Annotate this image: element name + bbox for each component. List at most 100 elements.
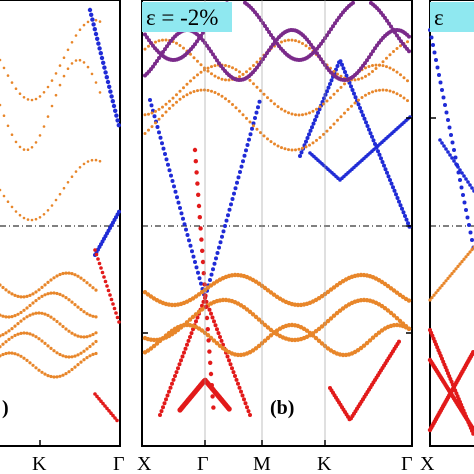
band-dot-orange xyxy=(262,134,266,138)
band-dot-orange xyxy=(259,131,262,135)
band-dot-purple xyxy=(267,48,271,53)
band-dot-red xyxy=(227,358,231,363)
band-dot-orange xyxy=(385,56,388,60)
band-dot-orange xyxy=(364,340,370,346)
band-dot-orange xyxy=(34,141,38,144)
band-dot-orange xyxy=(178,44,182,47)
band-dot-blue xyxy=(325,89,329,94)
band-dot-orange xyxy=(353,101,357,105)
band-dot-blue xyxy=(197,276,202,281)
band-dot-blue xyxy=(182,222,187,227)
band-dot-orange xyxy=(0,188,2,192)
band-dot-red xyxy=(165,393,170,398)
band-dot-red xyxy=(230,366,234,371)
band-dot-orange xyxy=(64,296,68,300)
band-dot-purple xyxy=(365,58,369,63)
band-dot-orange xyxy=(82,61,86,64)
band-dot-blue xyxy=(434,58,438,62)
band-dot-blue xyxy=(233,186,238,191)
band-dot-orange xyxy=(248,120,252,124)
band-dot-red xyxy=(194,170,199,175)
band-dot-orange xyxy=(163,333,169,338)
band-dot-orange xyxy=(161,38,164,42)
band-dot-orange xyxy=(256,343,262,349)
band-dot-orange xyxy=(392,68,395,72)
band-dot-red xyxy=(111,413,115,418)
band-dot-red xyxy=(208,371,214,377)
band-dot-blue xyxy=(385,170,389,175)
band-dot-orange xyxy=(28,332,32,336)
band-dot-orange xyxy=(37,368,41,372)
band-dot-orange xyxy=(244,307,250,312)
band-dot-purple xyxy=(309,42,313,47)
band-dot-orange xyxy=(88,344,92,349)
band-dot-blue xyxy=(468,183,472,187)
band-dot-orange xyxy=(52,349,56,353)
band-dot-orange xyxy=(339,85,343,89)
band-dot-purple xyxy=(271,35,275,40)
band-dot-orange xyxy=(290,148,294,152)
band-dot-blue xyxy=(176,200,181,205)
band-dot-red xyxy=(177,362,182,367)
band-dot-orange xyxy=(224,78,227,82)
band-dot-orange xyxy=(276,144,280,148)
band-dot-orange xyxy=(34,290,38,294)
band-dot-orange xyxy=(316,338,322,343)
band-dot-orange xyxy=(2,114,6,117)
band-dot-purple xyxy=(155,59,159,63)
band-dot-orange xyxy=(73,273,77,277)
band-dot-orange xyxy=(70,272,74,276)
band-dot-orange xyxy=(290,112,294,116)
band-dot-orange xyxy=(4,340,8,344)
band-dot-orange xyxy=(283,39,287,43)
band-dot-orange xyxy=(294,39,297,43)
band-dot-blue xyxy=(111,103,117,109)
band-dot-orange xyxy=(283,147,287,151)
band-dot-purple xyxy=(153,61,157,66)
band-dot-orange xyxy=(318,136,322,139)
band-dot-orange xyxy=(94,81,98,84)
band-dot-orange xyxy=(367,338,373,343)
band-dot-orange xyxy=(406,298,412,303)
band-dot-orange xyxy=(454,267,458,271)
band-dot-blue xyxy=(217,245,221,250)
band-dot-purple xyxy=(313,48,317,53)
band-dot-blue xyxy=(383,167,388,172)
band-dot-blue xyxy=(468,230,473,235)
band-dot-orange xyxy=(6,124,10,128)
band-dot-red xyxy=(176,366,180,371)
tick-label-a-k: K xyxy=(32,453,47,474)
band-dot-orange xyxy=(82,23,86,27)
band-dot-orange xyxy=(462,257,466,261)
band-dot-purple xyxy=(213,55,217,60)
band-dot-orange xyxy=(94,351,98,356)
band-dot-blue xyxy=(391,185,395,190)
band-dot-orange xyxy=(468,250,472,254)
band-dot-orange xyxy=(28,361,32,365)
band-dot-orange xyxy=(402,96,406,100)
band-dot-blue xyxy=(323,92,328,97)
band-dot-red xyxy=(196,203,202,209)
band-dot-blue xyxy=(431,43,435,47)
band-dot-blue xyxy=(400,206,404,211)
band-dot-orange xyxy=(19,319,23,323)
band-dot-orange xyxy=(373,332,379,338)
band-dot-orange xyxy=(273,102,276,106)
band-dot-orange xyxy=(276,105,280,109)
band-dot-orange xyxy=(30,98,34,102)
band-dot-orange xyxy=(428,298,432,302)
band-dot-purple xyxy=(327,30,331,35)
band-dot-orange xyxy=(192,56,196,60)
band-dot-orange xyxy=(85,335,89,339)
band-dot-orange xyxy=(367,65,371,68)
band-dot-orange xyxy=(37,288,41,292)
band-dot-orange xyxy=(350,104,353,108)
band-dot-orange xyxy=(301,113,304,117)
band-dot-orange xyxy=(0,334,2,338)
band-dot-orange xyxy=(19,331,23,335)
band-dot-blue xyxy=(440,88,444,92)
band-dot-orange xyxy=(78,58,82,62)
band-dot-orange xyxy=(444,279,448,283)
band-dot-orange xyxy=(399,44,402,48)
band-dot-orange xyxy=(19,310,23,315)
